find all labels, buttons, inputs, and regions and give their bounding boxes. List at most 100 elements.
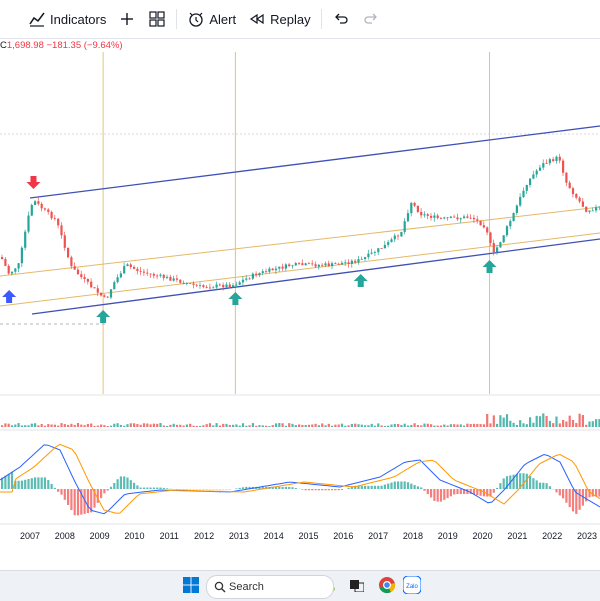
candle-body bbox=[592, 210, 594, 211]
change-value: −181.35 (−9.64%) bbox=[47, 40, 123, 51]
macd-histogram-bar bbox=[496, 488, 498, 489]
candle-body bbox=[130, 264, 132, 267]
macd-histogram-bar bbox=[387, 484, 389, 489]
candle-body bbox=[239, 282, 241, 284]
candle-body bbox=[569, 183, 571, 189]
alert-button[interactable]: Alert bbox=[181, 5, 242, 33]
candle-body bbox=[74, 266, 76, 270]
volume-bar bbox=[592, 421, 594, 427]
candle-body bbox=[450, 217, 452, 218]
volume-bar bbox=[453, 424, 455, 427]
candle-body bbox=[513, 213, 515, 221]
volume-bar bbox=[499, 415, 501, 427]
candle-body bbox=[117, 277, 119, 282]
candle-body bbox=[397, 236, 399, 237]
candle-body bbox=[417, 206, 419, 212]
volume-bar bbox=[140, 425, 142, 427]
volume-bar bbox=[367, 425, 369, 427]
macd-histogram-bar bbox=[47, 480, 49, 489]
macd-histogram-bar bbox=[27, 479, 29, 489]
layout-button[interactable] bbox=[142, 5, 172, 33]
volume-bar bbox=[526, 424, 528, 427]
candle-body bbox=[338, 264, 340, 265]
volume-bar bbox=[295, 425, 297, 427]
volume-bar bbox=[496, 424, 498, 427]
macd-histogram-bar bbox=[143, 488, 145, 489]
redo-button[interactable] bbox=[356, 5, 386, 33]
candle-body bbox=[499, 242, 501, 247]
candle-body bbox=[334, 263, 336, 264]
taskbar-search[interactable]: Search bbox=[206, 575, 334, 599]
volume-bar bbox=[555, 416, 557, 427]
volume-bar bbox=[136, 424, 138, 427]
macd-histogram-bar bbox=[24, 480, 26, 489]
undo-icon bbox=[332, 10, 350, 28]
undo-button[interactable] bbox=[326, 5, 356, 33]
x-tick-label: 2014 bbox=[264, 531, 284, 541]
add-indicator-button[interactable] bbox=[112, 5, 142, 33]
candle-body bbox=[506, 226, 508, 235]
chrome-icon[interactable] bbox=[378, 576, 396, 594]
indicators-button[interactable]: Indicators bbox=[22, 5, 112, 33]
macd-histogram-bar bbox=[150, 488, 152, 489]
redo-icon bbox=[362, 10, 380, 28]
volume-bar bbox=[156, 424, 158, 427]
volume-bar bbox=[37, 425, 39, 427]
macd-histogram-bar bbox=[456, 489, 458, 494]
macd-histogram-bar bbox=[130, 480, 132, 489]
macd-histogram-bar bbox=[569, 489, 571, 507]
candle-body bbox=[532, 174, 534, 178]
volume-bar bbox=[288, 423, 290, 427]
macd-histogram-bar bbox=[67, 489, 69, 505]
candle-body bbox=[321, 265, 323, 266]
candle-body bbox=[232, 285, 234, 287]
volume-bar bbox=[285, 426, 287, 427]
volume-bar bbox=[575, 423, 577, 427]
candle-body bbox=[493, 243, 495, 252]
candle-body bbox=[100, 293, 102, 296]
candle-body bbox=[133, 267, 135, 269]
volume-bar bbox=[516, 425, 518, 427]
candle-body bbox=[420, 212, 422, 215]
up-arrow-icon bbox=[228, 292, 242, 305]
volume-bar bbox=[179, 425, 181, 427]
rewind-icon bbox=[248, 10, 266, 28]
candle-body bbox=[443, 217, 445, 218]
candle-body bbox=[308, 263, 310, 264]
candle-body bbox=[549, 159, 551, 163]
candle-body bbox=[331, 263, 333, 266]
down-arrow-icon bbox=[26, 176, 40, 189]
volume-bar bbox=[546, 416, 548, 427]
x-tick-label: 2009 bbox=[90, 531, 110, 541]
candle-body bbox=[282, 267, 284, 269]
volume-bar bbox=[460, 424, 462, 427]
volume-bar bbox=[338, 425, 340, 427]
zalo-icon[interactable]: Zalo bbox=[403, 576, 421, 594]
candle-body bbox=[186, 283, 188, 284]
candle-body bbox=[585, 207, 587, 212]
volume-bar bbox=[14, 425, 16, 427]
volume-bar bbox=[77, 423, 79, 427]
volume-bar bbox=[407, 425, 409, 427]
windows-start-icon[interactable] bbox=[183, 577, 199, 593]
candle-body bbox=[476, 219, 478, 220]
macd-histogram-bar bbox=[404, 481, 406, 489]
candle-body bbox=[192, 283, 194, 284]
candle-body bbox=[67, 248, 69, 257]
volume-bar bbox=[163, 425, 165, 427]
macd-histogram-bar bbox=[110, 487, 112, 489]
macd-histogram-bar bbox=[288, 487, 290, 489]
macd-histogram-bar bbox=[447, 489, 449, 498]
candle-body bbox=[456, 217, 458, 219]
task-view-icon[interactable] bbox=[350, 578, 364, 592]
macd-histogram-bar bbox=[136, 485, 138, 489]
candle-body bbox=[103, 295, 105, 296]
volume-bar bbox=[562, 420, 564, 427]
candle-body bbox=[189, 283, 191, 284]
candle-body bbox=[555, 157, 557, 161]
volume-bar bbox=[90, 424, 92, 427]
candle-body bbox=[390, 239, 392, 242]
candle-body bbox=[113, 282, 115, 289]
replay-button[interactable]: Replay bbox=[242, 5, 316, 33]
